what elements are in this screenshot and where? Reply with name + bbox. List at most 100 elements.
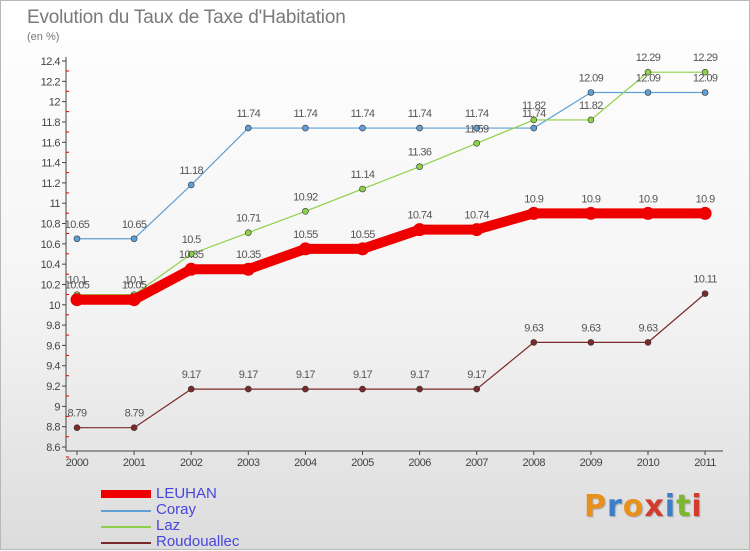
data-point-coray — [359, 124, 366, 132]
data-point-leuhan — [413, 223, 427, 237]
data-point-coray — [302, 124, 309, 132]
data-label-laz: 11.14 — [351, 169, 375, 181]
data-point-laz — [701, 68, 709, 76]
data-label-leuhan: 10.9 — [638, 193, 657, 205]
data-point-laz — [530, 116, 538, 124]
data-label-leuhan: 10.9 — [524, 193, 543, 205]
y-tick-label: 9.8 — [46, 320, 60, 332]
data-label-coray: 11.74 — [522, 108, 546, 120]
data-label-coray: 11.74 — [465, 108, 489, 120]
data-point-leuhan — [298, 242, 312, 256]
data-point-coray — [245, 124, 252, 132]
y-tick-label: 11.8 — [41, 117, 60, 129]
data-point-leuhan — [356, 242, 369, 256]
data-point-coray — [73, 235, 81, 243]
data-point-coray — [701, 89, 709, 96]
data-point-coray — [587, 89, 595, 96]
y-tick-label: 12 — [49, 97, 61, 109]
data-label-laz: 12.29 — [693, 52, 718, 64]
data-point-laz — [245, 229, 252, 236]
x-tick-label: 2007 — [465, 457, 488, 469]
data-point-laz — [416, 163, 423, 170]
data-label-roudouallec: 9.63 — [524, 322, 543, 334]
y-tick-label: 12.4 — [41, 56, 61, 68]
y-tick-label: 8.6 — [46, 442, 60, 454]
data-point-leuhan — [641, 206, 655, 220]
data-label-laz: 10.1 — [125, 275, 144, 287]
data-label-laz: 11.59 — [465, 123, 489, 135]
data-label-leuhan: 10.9 — [696, 193, 715, 205]
data-point-roudouallec — [187, 385, 195, 393]
data-label-leuhan: 10.74 — [464, 210, 489, 222]
x-tick-label: 2010 — [637, 457, 660, 469]
legend-label: LEUHAN — [156, 485, 217, 502]
x-tick-label: 2008 — [523, 457, 546, 469]
legend-swatch — [101, 490, 151, 498]
data-point-roudouallec — [473, 385, 481, 393]
series-line-roudouallec — [77, 293, 706, 429]
data-label-roudouallec: 9.63 — [638, 322, 657, 334]
data-label-roudouallec: 9.17 — [410, 369, 429, 381]
data-label-coray: 11.74 — [408, 108, 432, 120]
data-point-leuhan — [470, 223, 484, 237]
data-point-leuhan — [527, 206, 541, 220]
data-label-leuhan: 10.35 — [236, 249, 261, 261]
y-tick-label: 10.6 — [41, 239, 61, 251]
data-label-coray: 10.65 — [122, 219, 147, 231]
data-label-coray: 11.18 — [179, 165, 203, 177]
data-label-roudouallec: 8.79 — [67, 408, 86, 420]
data-label-leuhan: 10.35 — [179, 249, 204, 261]
data-label-roudouallec: 9.63 — [581, 322, 600, 334]
y-tick-label: 10.4 — [41, 259, 61, 271]
series-line-coray — [77, 91, 706, 240]
x-tick-label: 2003 — [237, 457, 260, 469]
data-label-leuhan: 10.55 — [293, 229, 318, 241]
data-point-roudouallec — [416, 385, 423, 393]
y-tick-label: 10 — [49, 300, 61, 312]
y-tick-label: 11.6 — [41, 137, 60, 149]
y-tick-label: 9.4 — [46, 361, 60, 373]
x-tick-label: 2005 — [351, 457, 374, 469]
chart-subtitle: (en %) — [27, 31, 60, 43]
legend-label: Coray — [156, 501, 197, 518]
data-point-laz — [473, 139, 481, 147]
data-label-leuhan: 10.05 — [122, 280, 147, 292]
legend-label: Roudouallec — [156, 533, 240, 550]
data-label-coray: 11.74 — [351, 108, 375, 120]
data-point-leuhan — [127, 293, 141, 307]
data-label-coray: 12.09 — [693, 72, 718, 84]
x-tick-label: 2000 — [66, 457, 89, 469]
y-tick-label: 9.2 — [46, 381, 60, 393]
data-label-roudouallec: 9.17 — [296, 369, 315, 381]
data-label-laz: 10.71 — [236, 213, 261, 225]
x-tick-label: 2001 — [123, 457, 146, 469]
x-tick-label: 2011 — [694, 457, 716, 469]
data-label-laz: 10.92 — [293, 191, 318, 203]
data-point-roudouallec — [245, 385, 252, 393]
y-tick-label: 12.2 — [41, 76, 61, 88]
x-tick-label: 2009 — [580, 457, 603, 469]
chart-title: Evolution du Taux de Taxe d'Habitation — [27, 7, 346, 28]
data-label-leuhan: 10.74 — [407, 210, 432, 222]
data-point-coray — [644, 89, 652, 96]
data-point-laz — [302, 208, 309, 215]
data-label-leuhan: 10.55 — [350, 229, 375, 241]
data-point-roudouallec — [530, 339, 538, 346]
legend-label: Laz — [156, 517, 181, 534]
y-tick-label: 8.8 — [46, 422, 60, 434]
data-point-roudouallec — [302, 385, 309, 393]
x-tick-label: 2002 — [180, 457, 203, 469]
proxiti-logo: Proxiti — [584, 489, 703, 524]
data-point-laz — [587, 116, 595, 124]
series-line-laz — [77, 71, 706, 296]
data-point-roudouallec — [701, 290, 709, 297]
data-point-coray — [416, 124, 423, 132]
data-label-laz: 12.29 — [636, 52, 661, 64]
data-label-coray: 11.74 — [236, 108, 260, 120]
data-point-leuhan — [70, 293, 84, 307]
data-label-leuhan: 10.05 — [65, 280, 90, 292]
data-label-roudouallec: 10.11 — [693, 274, 717, 286]
data-point-leuhan — [184, 262, 198, 276]
